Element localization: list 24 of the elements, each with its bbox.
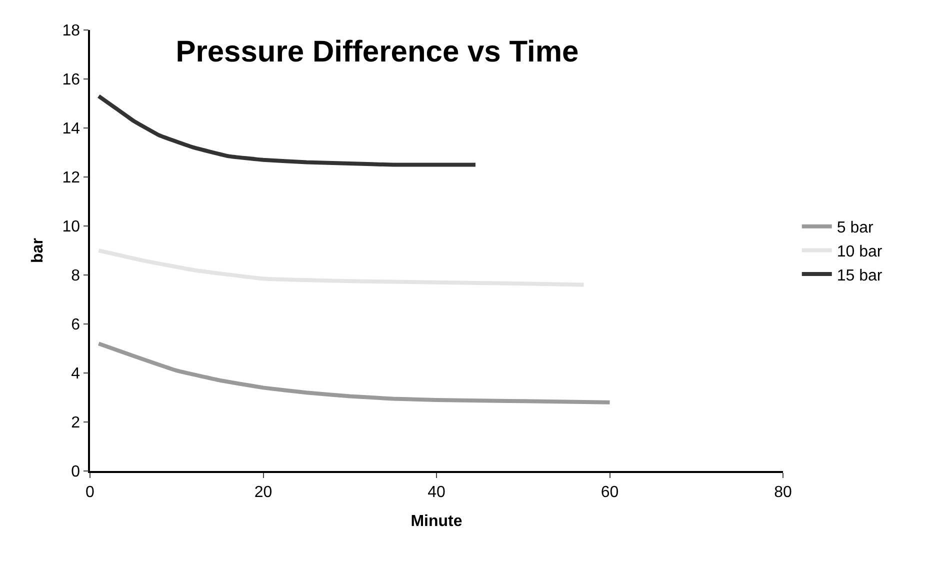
y-tick-label: 18	[62, 22, 80, 40]
x-tick-label: 40	[428, 484, 446, 501]
line-series	[96, 248, 586, 287]
y-tick-label: 0	[71, 464, 80, 481]
y-tick-label: 4	[71, 366, 80, 383]
legend-label: 10 bar	[836, 243, 883, 260]
legend-label: 5 bar	[836, 220, 874, 237]
x-tick-label: 0	[86, 484, 95, 501]
y-axis-title: bar	[30, 238, 47, 263]
x-axis-title: Minute	[410, 513, 462, 530]
x-tick-label: 80	[774, 484, 792, 501]
legend-label: 15 bar	[836, 267, 883, 284]
y-tick-label: 16	[62, 72, 80, 89]
line-series	[96, 342, 612, 404]
chart-title: Pressure Difference vs Time	[176, 36, 579, 69]
line-series	[96, 94, 478, 167]
y-tick-label: 14	[62, 120, 80, 138]
y-tick-label: 6	[71, 316, 80, 334]
y-tick-label: 12	[62, 170, 80, 187]
y-tick-label: 10	[62, 218, 80, 236]
x-tick-label: 20	[254, 484, 272, 501]
y-tick-label: 2	[71, 414, 80, 432]
y-tick-label: 8	[71, 268, 80, 285]
x-tick-label: 60	[600, 484, 619, 501]
